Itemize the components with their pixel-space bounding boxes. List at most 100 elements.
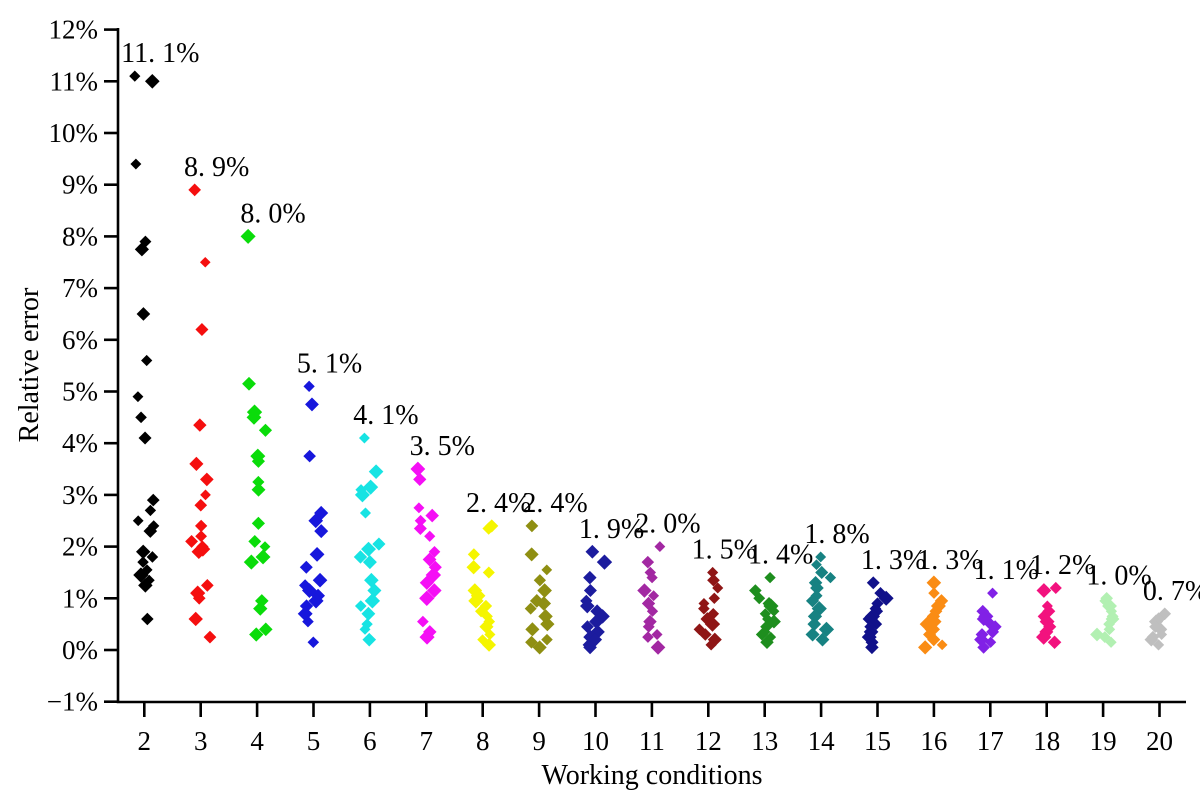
data-point — [707, 632, 722, 647]
data-point — [466, 560, 481, 575]
data-point — [583, 584, 597, 598]
x-tick-label: 18 — [1033, 726, 1060, 756]
max-value-label: 1. 1% — [974, 555, 1039, 586]
data-point — [255, 549, 271, 565]
data-point — [541, 633, 553, 646]
data-point — [353, 550, 368, 564]
y-tick-label: 5% — [62, 377, 98, 407]
data-point — [699, 628, 712, 641]
data-point — [255, 594, 269, 608]
x-tick-label: 2 — [138, 726, 152, 756]
data-point — [482, 566, 495, 579]
y-tick-label: 8% — [62, 221, 98, 251]
data-point — [484, 628, 496, 641]
max-value-label: 1. 5% — [692, 534, 757, 565]
data-point — [588, 632, 603, 647]
data-point — [136, 544, 151, 559]
data-point — [581, 620, 594, 634]
data-point — [258, 622, 273, 637]
data-point — [537, 583, 552, 598]
data-point — [1105, 605, 1118, 617]
x-tick-label: 13 — [751, 726, 778, 756]
x-tick-label: 17 — [977, 726, 1004, 756]
data-point — [525, 622, 540, 637]
data-point — [413, 522, 427, 535]
data-point — [1152, 639, 1165, 651]
data-point — [1103, 623, 1116, 636]
data-point — [651, 629, 663, 640]
data-point — [143, 524, 158, 538]
data-point — [314, 524, 329, 539]
data-point — [482, 637, 496, 652]
data-point — [193, 418, 207, 432]
data-point — [467, 548, 480, 561]
data-point — [525, 519, 539, 533]
data-point — [707, 566, 719, 579]
data-point — [135, 411, 147, 424]
data-point — [637, 583, 652, 598]
data-point — [1036, 583, 1052, 598]
y-tick-label: 4% — [62, 428, 98, 458]
data-point — [986, 625, 1000, 639]
data-point — [308, 593, 324, 609]
axes-group: 12% 11% 10% 9% 8% 7% 6% 5% 4% 3% 2% 1% 0% −1% 2 3 4 5 6 7 8 9… — [47, 15, 1186, 756]
data-point — [762, 613, 773, 625]
x-tick-label: 8 — [476, 726, 490, 756]
data-point — [764, 571, 776, 584]
data-point — [1158, 607, 1172, 621]
data-point — [1043, 620, 1057, 634]
x-tick-label: 19 — [1090, 726, 1117, 756]
x-axis-title: Working conditions — [542, 760, 763, 791]
data-points-group — [129, 70, 1172, 655]
data-point — [251, 482, 266, 497]
data-point — [425, 567, 442, 583]
data-point — [133, 567, 149, 583]
y-axis-title: Relative error — [14, 287, 45, 442]
max-value-label: 0. 7% — [1143, 576, 1200, 607]
data-point — [712, 582, 724, 594]
data-point — [811, 559, 822, 571]
data-point — [878, 590, 894, 606]
y-tick-label: 9% — [62, 170, 98, 200]
max-value-label: 1. 3% — [917, 545, 982, 576]
data-point — [200, 489, 211, 501]
data-point — [302, 615, 314, 628]
data-point — [188, 611, 203, 627]
data-point — [815, 632, 830, 647]
data-point — [862, 611, 878, 627]
data-point — [1047, 635, 1062, 650]
data-point — [358, 432, 370, 444]
x-tick-label: 11 — [639, 726, 665, 756]
data-point — [314, 505, 329, 521]
data-point — [766, 614, 781, 629]
data-point — [1039, 614, 1055, 630]
data-point — [642, 620, 655, 633]
x-tick-label: 5 — [307, 726, 321, 756]
data-point — [251, 454, 265, 468]
data-point — [137, 556, 149, 568]
data-point — [309, 546, 325, 562]
data-point — [419, 590, 435, 606]
data-point — [596, 554, 613, 570]
data-point — [805, 594, 820, 608]
data-point — [524, 602, 537, 615]
data-point — [129, 70, 141, 82]
data-point — [807, 617, 822, 631]
data-point — [191, 544, 207, 560]
x-tick-label: 7 — [420, 726, 434, 756]
max-value-label: 1. 2% — [1030, 550, 1095, 581]
y-tick-label: 2% — [62, 532, 98, 562]
data-point — [533, 574, 547, 587]
y-tick-label: 12% — [49, 15, 99, 45]
data-point — [927, 633, 941, 647]
data-point — [424, 530, 436, 542]
data-point — [818, 621, 835, 637]
data-point — [240, 228, 256, 244]
data-point — [580, 598, 595, 614]
max-value-label: 11. 1% — [121, 38, 199, 69]
data-point — [146, 493, 160, 507]
data-point — [253, 601, 268, 616]
data-point — [364, 572, 379, 588]
x-tick-label: 14 — [808, 726, 836, 756]
y-tick-label: 3% — [62, 480, 98, 510]
